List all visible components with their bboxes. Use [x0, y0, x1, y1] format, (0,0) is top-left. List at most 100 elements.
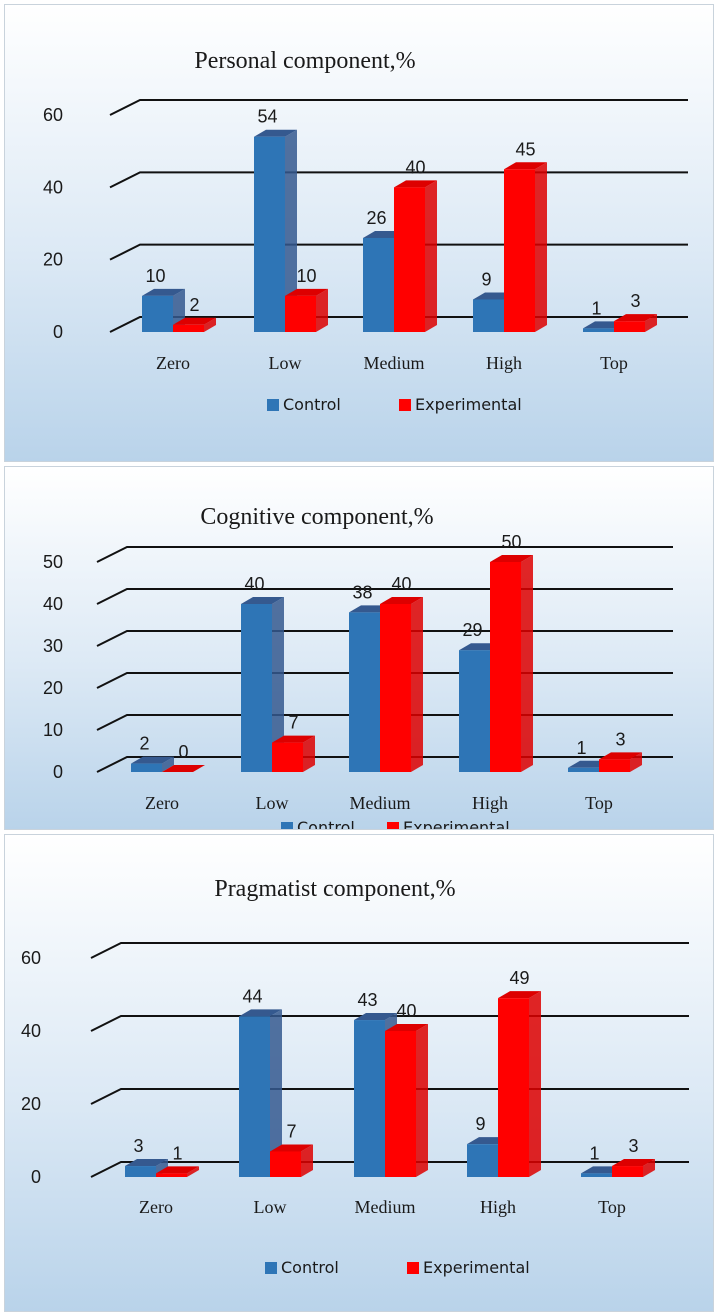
bar-side [416, 1024, 428, 1177]
data-label: 10 [296, 266, 316, 286]
data-label: 10 [145, 266, 165, 286]
bar-front [131, 763, 162, 772]
bar-side [204, 317, 216, 332]
legend-swatch [407, 1262, 419, 1274]
bar-top [142, 288, 185, 296]
data-label: 3 [628, 1136, 638, 1156]
bar [380, 597, 423, 772]
bar-top [490, 555, 533, 562]
bar-side [411, 597, 423, 772]
cognitive-component-chart: Cognitive component,% 0 10 20 30 40 50 Zero Low… [4, 466, 714, 830]
data-label: 7 [286, 1121, 296, 1141]
bar [270, 1144, 313, 1177]
legend-label: Control [283, 395, 341, 414]
data-label: 49 [509, 968, 529, 988]
bar-front [614, 321, 645, 332]
x-category-label: High [472, 793, 508, 813]
y-tick-label: 20 [43, 250, 63, 270]
x-category-label: Medium [364, 353, 425, 373]
data-label: 1 [589, 1143, 599, 1163]
bar [599, 752, 642, 772]
bar-top [612, 1159, 655, 1167]
legend-swatch [281, 822, 293, 829]
bar-front [142, 295, 173, 332]
data-label: 50 [501, 532, 521, 552]
bar [612, 1159, 655, 1177]
bar [490, 555, 533, 772]
chart-title: Cognitive component,% [200, 504, 433, 530]
bar-front [599, 759, 630, 772]
bar [156, 1166, 199, 1177]
data-label: 1 [591, 298, 601, 318]
pragmatist-chart-svg: Pragmatist component,% 0 20 40 60 Zero Low Med… [21, 876, 689, 1277]
bar-side [521, 555, 533, 772]
bar-top [156, 1166, 199, 1174]
data-label: 9 [475, 1114, 485, 1134]
x-category-label: Zero [145, 793, 179, 813]
chart-title: Personal component,% [194, 48, 415, 74]
bar-front [498, 998, 529, 1177]
data-label: 40 [396, 1001, 416, 1021]
x-category-label: Low [254, 1197, 287, 1217]
x-category-label: Top [600, 353, 628, 373]
bar-top [131, 756, 174, 764]
bar-front [241, 604, 272, 772]
bar-front [473, 299, 504, 332]
x-category-label: High [480, 1197, 516, 1217]
x-category-label: Top [598, 1197, 626, 1217]
bar-side [303, 735, 315, 772]
bar-side [187, 1166, 199, 1177]
y-tick-label: 0 [31, 1167, 41, 1187]
bar-side [301, 1144, 313, 1177]
bar-front [490, 562, 521, 772]
legend: Control Experimental [267, 395, 522, 414]
bar [173, 317, 216, 332]
y-tick-label: 40 [21, 1021, 41, 1041]
bar [239, 1009, 282, 1177]
legend-swatch [387, 822, 399, 829]
bar-top [285, 288, 328, 296]
bar-front [349, 612, 380, 772]
bar-side [630, 752, 642, 772]
bar-top [354, 1013, 397, 1021]
x-category-label: Low [256, 793, 289, 813]
y-tick-label: 60 [21, 948, 41, 968]
bar-side [425, 180, 437, 332]
bar-top [272, 735, 315, 743]
data-label: 2 [189, 295, 199, 315]
x-category-label: Medium [355, 1197, 416, 1217]
bar-top [173, 317, 216, 325]
legend-label: Experimental [415, 395, 522, 414]
data-label: 26 [366, 208, 386, 228]
y-tick-label: 20 [43, 678, 63, 698]
gridline [96, 546, 673, 563]
data-label: 45 [515, 139, 535, 159]
bar-front [156, 1173, 187, 1177]
bar-side [285, 129, 297, 332]
bar-top [385, 1024, 428, 1031]
bar [254, 129, 297, 332]
legend-label: Control [297, 818, 355, 830]
personal-chart-svg: Personal component,% 0 20 40 60 Zero Low Mediu… [43, 48, 688, 414]
y-tick-label: 30 [43, 636, 63, 656]
x-category-label: Medium [350, 793, 411, 813]
y-tick-label: 20 [21, 1094, 41, 1114]
bar-front [125, 1166, 156, 1177]
bar-front [385, 1031, 416, 1177]
bar [498, 991, 541, 1177]
gridline [90, 942, 689, 959]
data-label: 38 [352, 582, 372, 602]
bar-top [498, 991, 541, 999]
bar-front [380, 604, 411, 772]
bar-front [394, 187, 425, 332]
bar-top [504, 162, 547, 170]
bar-front [583, 328, 614, 332]
bar [614, 314, 657, 332]
bar-front [270, 1151, 301, 1177]
gridline [109, 99, 688, 116]
data-label: 29 [462, 620, 482, 640]
data-label: 0 [178, 742, 188, 762]
bar-front [467, 1144, 498, 1177]
legend-label: Experimental [403, 818, 510, 830]
